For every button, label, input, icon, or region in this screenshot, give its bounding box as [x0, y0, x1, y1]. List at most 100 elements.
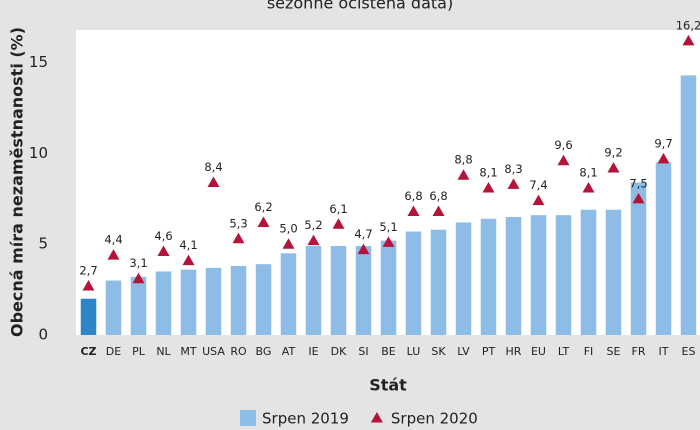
bar: [355, 246, 372, 335]
x-tick-label: SE: [607, 345, 621, 358]
bar: [155, 271, 172, 335]
data-label: 8,4: [204, 160, 222, 174]
data-label: 8,3: [504, 162, 522, 176]
marker: [507, 178, 520, 189]
data-label: 5,3: [229, 216, 247, 230]
x-tick-label: ES: [682, 345, 696, 358]
marker: [257, 216, 270, 227]
marker: [557, 154, 570, 166]
marker: [357, 243, 370, 255]
x-tick-label: IE: [308, 345, 318, 358]
legend-label: Srpen 2020: [391, 410, 478, 428]
marker: [457, 169, 470, 180]
x-tick-label: DE: [106, 345, 121, 358]
bar: [255, 264, 272, 335]
data-label: 4,6: [154, 229, 172, 243]
bar: [105, 280, 122, 335]
bar: [555, 215, 572, 335]
marker: [132, 272, 145, 284]
marker: [482, 181, 495, 193]
x-tick-label: SI: [358, 345, 368, 358]
x-tick-label: DK: [331, 345, 347, 358]
x-tick-label: RO: [230, 345, 247, 358]
bar: [580, 209, 597, 335]
bar: [380, 240, 397, 335]
x-tick-label: PL: [132, 345, 146, 358]
marker: [382, 236, 395, 247]
data-label: 9,6: [554, 138, 572, 152]
x-tick-label: SK: [431, 345, 446, 358]
legend-label: Srpen 2019: [262, 410, 349, 428]
marker: [632, 192, 645, 204]
x-tick-label: IT: [659, 345, 669, 358]
data-label: 5,1: [379, 220, 397, 234]
x-tick-label: EU: [531, 345, 546, 358]
chart-title: sezónně očištěná data): [267, 0, 453, 13]
legend-swatch: [240, 410, 256, 426]
x-tick-label: PT: [482, 345, 496, 358]
marker: [107, 249, 120, 260]
x-tick-label: BG: [256, 345, 272, 358]
bar: [405, 231, 422, 335]
data-label: 4,4: [104, 233, 122, 247]
marker: [207, 176, 220, 187]
data-label: 7,4: [529, 178, 547, 192]
marker: [182, 254, 195, 266]
x-tick-label: LT: [558, 345, 570, 358]
marker: [232, 232, 245, 244]
marker: [332, 218, 345, 229]
bar: [330, 246, 347, 335]
bar: [280, 253, 297, 335]
bar: [680, 75, 697, 335]
data-label: 7,5: [629, 176, 647, 190]
bar: [455, 222, 472, 335]
x-tick-label: AT: [282, 345, 296, 358]
data-label: 6,8: [404, 189, 422, 203]
data-label: 4,1: [179, 238, 197, 252]
marker: [407, 205, 420, 217]
data-label: 2,7: [79, 263, 97, 277]
legend-swatch: [370, 412, 383, 423]
bar: [305, 246, 322, 335]
bar: [430, 229, 447, 335]
bar: [505, 216, 522, 335]
marker: [432, 205, 445, 217]
x-tick-label: BE: [381, 345, 396, 358]
bar: [655, 162, 672, 335]
x-tick-label: HR: [506, 345, 522, 358]
y-tick-label: 5: [38, 235, 48, 253]
bar: [180, 269, 197, 335]
x-tick-label: NL: [156, 345, 171, 358]
data-label: 4,7: [354, 227, 372, 241]
data-label: 6,1: [329, 202, 347, 216]
data-label: 6,8: [429, 189, 447, 203]
marker: [532, 194, 545, 206]
marker: [307, 234, 320, 246]
data-label: 8,8: [454, 153, 472, 167]
y-tick-label: 0: [38, 326, 48, 344]
x-tick-label: LU: [407, 345, 421, 358]
data-label: 3,1: [129, 256, 147, 270]
data-label: 8,1: [579, 165, 597, 179]
marker: [682, 34, 695, 46]
x-tick-label: CZ: [80, 345, 96, 358]
bar: [480, 218, 497, 335]
data-label: 5,0: [279, 222, 297, 236]
marker: [282, 238, 295, 249]
bar: [80, 298, 97, 335]
marker: [657, 152, 670, 164]
data-label: 5,2: [304, 218, 322, 232]
x-tick-label: USA: [202, 345, 225, 358]
x-axis-label: Stát: [369, 376, 407, 395]
bar: [630, 182, 647, 335]
x-tick-label: LV: [457, 345, 470, 358]
bar: [130, 276, 147, 335]
bar: [205, 267, 222, 335]
y-axis-label: Obecná míra nezaměstnanosti (%): [8, 27, 27, 337]
bar: [230, 266, 247, 335]
bar: [530, 215, 547, 335]
bar: [605, 209, 622, 335]
y-tick-label: 15: [29, 53, 48, 71]
marker: [157, 245, 170, 256]
